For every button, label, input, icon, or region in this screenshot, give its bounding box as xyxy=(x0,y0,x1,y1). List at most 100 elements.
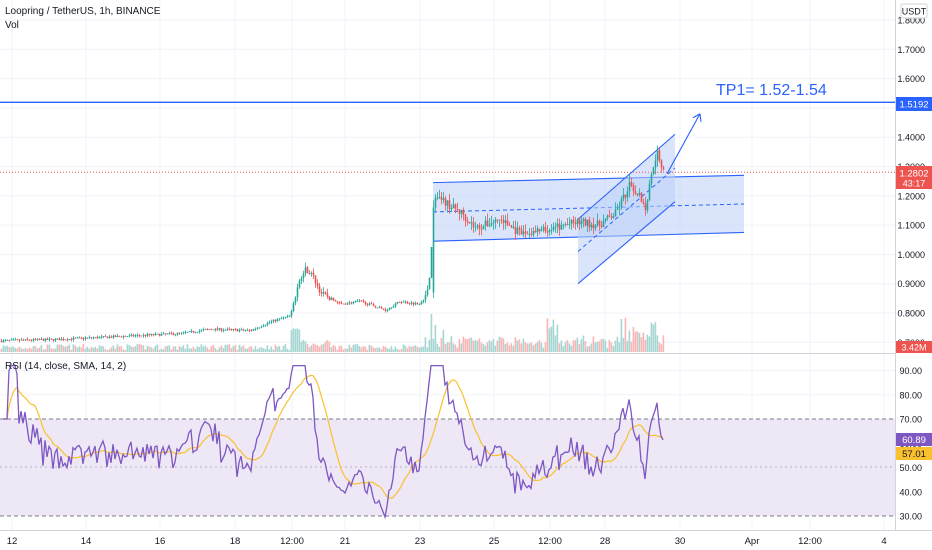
candle-body xyxy=(220,328,223,331)
candle-body xyxy=(576,219,579,224)
candle-body xyxy=(466,220,469,223)
candle-body xyxy=(622,194,625,200)
candle-body xyxy=(114,335,117,337)
volume-legend[interactable]: Vol xyxy=(5,20,19,31)
volume-bar xyxy=(640,337,643,352)
volume-bar xyxy=(646,334,649,352)
rsi-legend[interactable]: RSI (14, close, SMA, 14, 2) xyxy=(5,361,126,372)
channel-drawings[interactable] xyxy=(432,133,745,285)
volume-bar xyxy=(468,338,471,352)
candle-body xyxy=(230,329,233,330)
volume-bar xyxy=(630,341,633,352)
candle-body xyxy=(106,336,109,339)
volume-bar xyxy=(136,344,139,352)
candle-body xyxy=(286,315,289,317)
volume-bar xyxy=(242,345,245,352)
candle-body xyxy=(192,330,195,333)
volume-bar xyxy=(598,341,601,352)
volume-bar xyxy=(240,346,243,352)
volume-bar xyxy=(186,344,189,352)
candle-body xyxy=(652,167,655,175)
volume-bar xyxy=(104,349,107,352)
candle-body xyxy=(568,223,571,225)
volume-bar xyxy=(494,345,497,352)
volume-bar xyxy=(30,348,33,352)
time-axis-ticks[interactable]: 12 14 16 18 12:00 21 23 25 12:00 28 30 Apr 12:00 4 xyxy=(7,536,887,547)
volume-bar xyxy=(178,346,181,352)
volume-bar xyxy=(96,348,99,352)
volume-bar xyxy=(230,348,233,352)
candle-body xyxy=(408,303,411,305)
volume-bar xyxy=(122,349,125,352)
candle-body xyxy=(402,301,405,303)
candle-body xyxy=(182,332,185,334)
candle-body xyxy=(320,292,323,294)
candle-body xyxy=(16,339,19,341)
volume-bar xyxy=(212,344,215,352)
candle-body xyxy=(236,329,239,332)
candle-body xyxy=(204,329,207,330)
rsi-sma-line xyxy=(3,374,664,500)
volume-bar xyxy=(612,346,615,352)
volume-bar xyxy=(154,345,157,352)
candle-body xyxy=(46,338,49,340)
symbol-title[interactable]: Loopring / TetherUS, 1h, BINANCE xyxy=(5,6,161,17)
volume-bar xyxy=(106,349,109,352)
volume-bar xyxy=(222,348,225,352)
volume-label-box xyxy=(896,341,932,353)
candle-body xyxy=(510,225,513,228)
volume-bar xyxy=(286,348,289,352)
candle-body xyxy=(232,329,235,330)
candle-body xyxy=(70,338,73,340)
candle-body xyxy=(546,231,549,233)
candle-body xyxy=(168,332,171,334)
volume-bar xyxy=(434,324,437,352)
candle-body xyxy=(110,336,113,338)
currency-box[interactable] xyxy=(900,3,928,19)
volume-value-label: 3.42M xyxy=(901,343,926,353)
candle-body xyxy=(480,228,483,230)
candle-body xyxy=(488,224,491,227)
candle-body xyxy=(242,329,245,331)
last-price-label-box xyxy=(896,166,932,189)
volume-bar xyxy=(656,335,659,352)
candle-body xyxy=(180,332,183,334)
volume-bar xyxy=(14,347,17,352)
candle-body xyxy=(240,329,243,331)
volume-bar xyxy=(46,344,49,352)
candle-body xyxy=(98,337,101,339)
candle-body xyxy=(128,335,131,337)
candle-body xyxy=(208,329,211,331)
candle-body xyxy=(526,233,529,235)
target-arrow-head xyxy=(692,113,702,122)
candle-body xyxy=(146,334,149,336)
candle-body xyxy=(660,160,663,168)
volume-bar xyxy=(444,343,447,352)
volume-bar xyxy=(150,347,153,352)
volume-bar xyxy=(64,346,67,352)
candle-body xyxy=(588,219,591,228)
candle-body xyxy=(6,339,9,341)
candlesticks[interactable] xyxy=(0,145,665,343)
candle-body xyxy=(544,227,547,232)
candle-body xyxy=(426,289,429,295)
volume-bar xyxy=(500,337,503,352)
volume-bar xyxy=(74,345,77,352)
candle-body xyxy=(18,339,21,341)
candle-body xyxy=(528,233,531,235)
target-annotation[interactable]: TP1= 1.52-1.54 xyxy=(716,82,827,99)
candle-body xyxy=(424,294,427,300)
volume-bar xyxy=(144,349,147,352)
candle-body xyxy=(140,335,143,337)
candle-body xyxy=(298,281,301,288)
candle-body xyxy=(32,339,35,341)
candle-body xyxy=(516,227,519,234)
time-tick-label: 30 xyxy=(675,536,686,547)
volume-bar xyxy=(614,340,617,352)
candle-body xyxy=(148,334,151,335)
candle-body xyxy=(20,339,23,341)
trend-drawings[interactable] xyxy=(666,113,702,175)
candle-body xyxy=(504,220,507,223)
volume-bar xyxy=(348,344,351,352)
